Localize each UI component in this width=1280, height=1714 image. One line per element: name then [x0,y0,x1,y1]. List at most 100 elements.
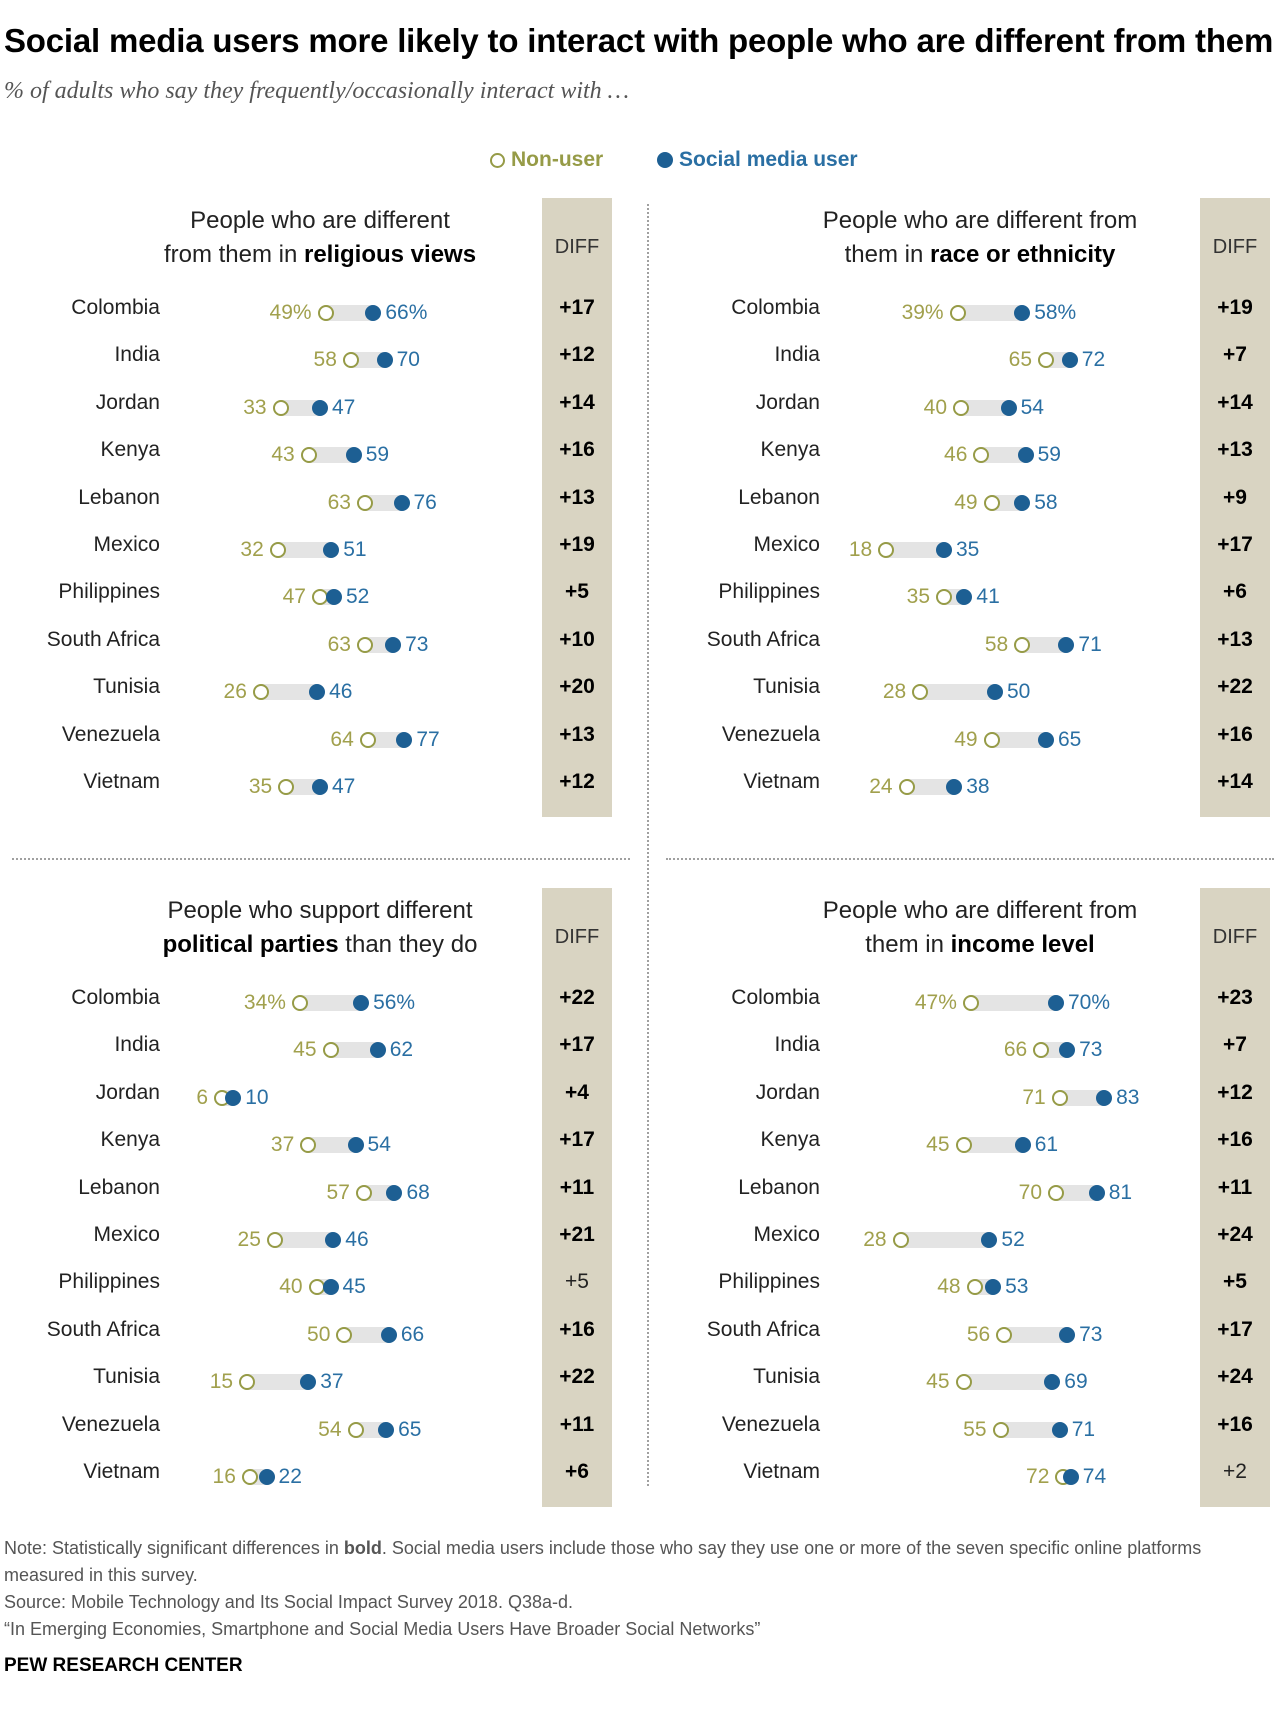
user-value-label: 83 [1116,1085,1140,1109]
user-dot [1044,1374,1061,1391]
nonuser-value-label: 6 [196,1085,209,1109]
diff-value: +14 [1217,390,1253,414]
nonuser-value-label: 40 [279,1275,303,1299]
user-dot [1000,399,1017,416]
country-label: Lebanon [738,485,820,509]
nonuser-value-label: 28 [882,680,907,704]
nonuser-value-label: 16 [212,1465,236,1488]
user-value-label: 54 [367,1133,391,1157]
user-dot [353,995,370,1011]
range-bar [970,995,1056,1011]
user-value-label: 73 [1079,1322,1103,1346]
nonuser-value-label: 56 [966,1322,991,1346]
nonuser-value-label: 43 [271,443,295,467]
diff-value: +11 [1217,1175,1253,1199]
diff-value: +11 [559,1175,595,1199]
nonuser-value-label: 15 [209,1370,234,1394]
country-label: Lebanon [78,1175,160,1199]
user-value-label: 62 [389,1038,414,1062]
diff-value: +12 [1217,1080,1253,1104]
country-label: India [114,1033,160,1057]
nonuser-value-label: 71 [1022,1085,1046,1109]
user-value-label: 41 [976,585,1000,609]
diff-header: DIFF [1212,926,1258,948]
diff-value: +22 [559,1365,595,1389]
chart-row-colombia: Colombia 34% 56% +22 [0,984,640,1024]
diff-column [542,198,612,818]
range-bar [364,494,402,511]
user-value-label: 61 [1034,1133,1059,1157]
user-dot [956,589,973,606]
user-value-label: 73 [1079,1038,1103,1062]
range-bar [886,542,944,558]
nonuser-value-label: 63 [327,490,351,514]
nonuser-dot [955,1374,972,1391]
diff-value: +5 [565,1270,589,1294]
range-bar [308,1137,356,1154]
chart-row-south-africa: South Africa 58 71 +13 [660,626,1280,666]
nonuser-value-label: 55 [963,1417,987,1441]
diff-value: +4 [565,1080,589,1104]
nonuser-value-label: 37 [270,1133,295,1157]
nonuser-value-label: 39% [901,301,944,324]
user-dot [1088,1184,1105,1201]
country-label: Lebanon [78,485,160,509]
range-bar [286,779,320,795]
nonuser-value-label: 18 [848,538,873,561]
country-label: Kenya [760,1128,820,1152]
user-dot [985,1279,1002,1296]
user-value-label: 70% [1068,991,1111,1014]
nonuser-value-label: 34% [243,991,286,1014]
nonuser-value-label: 35 [906,585,930,609]
footnotes: Note: Statistically significant differen… [4,1535,1276,1643]
panel-title: People who support different political pa… [162,897,478,958]
diff-value: +6 [565,1460,589,1483]
diff-value: +16 [559,438,595,462]
chart-subtitle: % of adults who say they frequently/occa… [4,78,630,104]
credit-logo-text: PEW RESEARCH CENTER [4,1655,243,1676]
nonuser-dot [955,1137,972,1154]
nonuser-dot [278,779,295,795]
panel-title: People who are different from them in inc… [822,897,1138,958]
user-value-label: 52 [1001,1228,1025,1251]
chart-row-south-africa: South Africa 63 73 +10 [0,626,640,666]
user-dot [1059,1326,1076,1343]
user-dot [1058,636,1075,653]
range-bar [1022,636,1067,653]
nonuser-dot [1014,636,1031,653]
panel-divider-horizontal-left [12,858,630,860]
nonuser-value-label: 46 [944,443,968,467]
nonuser-dot [983,494,1000,511]
nonuser-dot [359,731,376,748]
user-value-label: 51 [343,538,367,561]
panel-title: People who are different from them in rac… [822,207,1138,268]
user-value-label: 54 [1020,395,1044,419]
chart-row-colombia: Colombia 47% 70% +23 [660,984,1280,1024]
chart-row-tunisia: Tunisia 45 69 +24 [660,1363,1280,1403]
legend: Non-user Social media user [0,148,1280,178]
diff-value: +19 [1217,296,1253,319]
chart-row-vietnam: Vietnam 16 22 +6 [0,1458,640,1498]
panel-title: People who are different from them in rel… [163,207,477,268]
range-bar [963,1137,1023,1154]
country-label: Tunisia [93,1365,160,1389]
nonuser-dot [356,494,373,511]
user-value-label: 47 [331,775,356,798]
nonuser-dot [973,447,990,464]
range-bar [920,684,995,701]
open-circle-icon [490,152,505,168]
filled-circle-icon [657,152,673,168]
diff-value: +13 [1217,438,1253,462]
user-value-label: 37 [320,1370,344,1394]
chart-row-philippines: Philippines 47 52 +5 [0,578,640,618]
user-value-label: 66 [400,1322,425,1346]
note-text: Note: Statistically significant differen… [4,1535,1276,1589]
user-dot [309,684,326,701]
range-bar [991,731,1046,748]
chart-row-colombia: Colombia 39% 58% +19 [660,294,1280,334]
nonuser-dot [996,1326,1013,1343]
chart-row-kenya: Kenya 37 54 +17 [0,1126,640,1166]
diff-value: +11 [559,1412,595,1436]
chart-row-lebanon: Lebanon 49 58 +9 [660,484,1280,524]
country-label: Kenya [760,438,820,462]
